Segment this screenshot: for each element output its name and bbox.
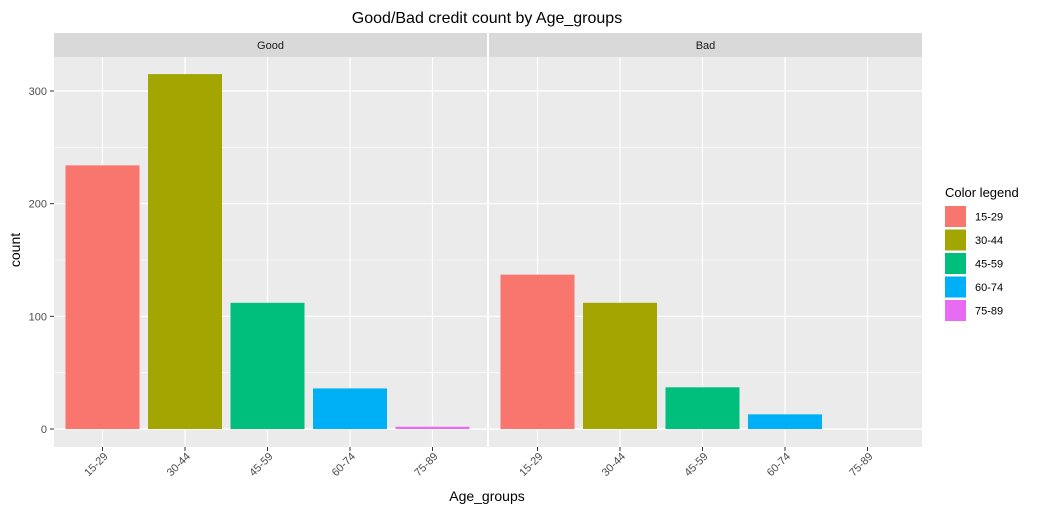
legend-label: 45-59 — [975, 259, 1003, 271]
bar-good-75-89 — [395, 426, 470, 429]
bar-good-45-59 — [230, 302, 305, 429]
legend-items: 15-29 30-44 45-59 60-74 75-89 — [945, 206, 1003, 321]
legend-swatch — [945, 229, 966, 251]
y-axis-title: count — [7, 233, 23, 267]
bar-bad-45-59 — [665, 387, 740, 429]
facet-strip-label: Bad — [696, 40, 716, 52]
legend-item-15-29: 15-29 — [945, 206, 1003, 227]
x-tick-label: 30-44 — [600, 451, 628, 479]
legend-item-75-89: 75-89 — [945, 300, 1003, 321]
facet-panels: Good 15-29 30-44 45-59 60-74 75-89 Bad 15-29 30-… — [29, 33, 922, 479]
y-tick-label: 300 — [29, 86, 47, 98]
facet-strip-label: Good — [257, 40, 284, 52]
legend-title: Color legend — [945, 185, 1019, 200]
legend: Color legend 15-29 30-44 45-59 60-74 75-89 — [945, 185, 1019, 321]
x-tick-label: 75-89 — [412, 451, 440, 479]
legend-swatch — [945, 300, 966, 321]
x-tick-label: 45-59 — [682, 451, 710, 479]
y-tick-label: 200 — [29, 199, 47, 211]
facet-strip — [489, 33, 922, 57]
x-tick-label: 60-74 — [330, 451, 358, 479]
facet-panel-good: Good 15-29 30-44 45-59 60-74 75-89 — [54, 33, 487, 479]
chart-title: Good/Bad credit count by Age_groups — [352, 10, 622, 27]
x-tick-label: 75-89 — [847, 451, 875, 479]
x-tick-label: 45-59 — [247, 451, 275, 479]
facet-strip — [54, 33, 487, 57]
legend-label: 60-74 — [975, 282, 1003, 294]
legend-swatch — [945, 276, 966, 298]
legend-item-60-74: 60-74 — [945, 276, 1003, 298]
x-tick-label: 15-29 — [517, 451, 545, 479]
y-tick-label: 0 — [41, 424, 47, 436]
legend-item-45-59: 45-59 — [945, 253, 1003, 274]
bar-bad-60-74 — [748, 414, 822, 429]
legend-swatch — [945, 206, 966, 227]
x-tick-label: 15-29 — [82, 451, 110, 479]
legend-label: 30-44 — [975, 235, 1003, 247]
y-axis: 0 100 200 300 — [29, 86, 54, 436]
legend-swatch — [945, 253, 966, 274]
bar-good-15-29 — [65, 165, 140, 430]
legend-label: 75-89 — [975, 306, 1003, 318]
bar-good-30-44 — [148, 74, 222, 429]
x-axis-title: Age_groups — [449, 488, 525, 504]
legend-item-30-44: 30-44 — [945, 229, 1003, 251]
x-tick-label: 60-74 — [765, 451, 793, 479]
y-tick-label: 100 — [29, 311, 47, 323]
bar-good-60-74 — [313, 388, 387, 429]
x-tick-label: 30-44 — [165, 451, 193, 479]
bar-bad-30-44 — [583, 302, 657, 429]
bar-bad-15-29 — [500, 274, 575, 429]
facet-panel-bad: Bad 15-29 30-44 45-59 60-74 75-89 — [489, 33, 922, 479]
legend-label: 15-29 — [975, 212, 1003, 224]
